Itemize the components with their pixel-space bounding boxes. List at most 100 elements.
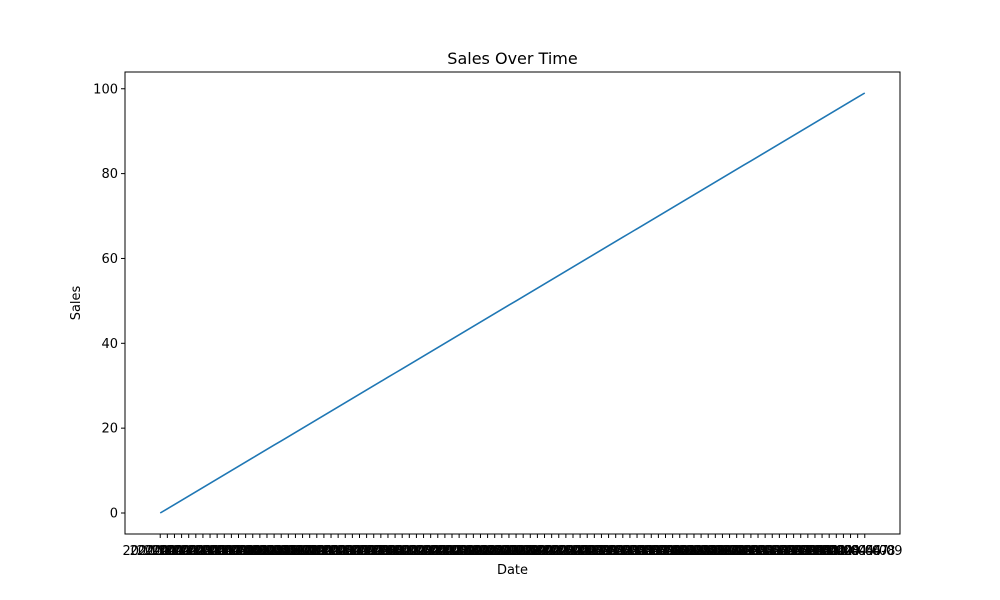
x-tick-label: 2020-01-13 [208,544,284,559]
x-tick-label: 2020-04-08 [820,544,896,559]
y-tick-label: 0 [110,507,118,522]
x-tick-label: 2020-03-04 [571,544,647,559]
x-tick-label: 2020-01-08 [172,544,248,559]
x-tick-label: 2020-02-17 [457,544,533,559]
x-tick-label: 2020-01-30 [329,544,405,559]
x-tick-label: 2020-01-14 [215,544,291,559]
sales-series-line [159,92,866,514]
x-tick-label: 2020-02-12 [421,544,497,559]
x-tick-label: 2020-01-04 [144,544,220,559]
x-tick-label: 2020-01-28 [315,544,391,559]
x-tick-label: 2020-03-18 [670,544,746,559]
x-tick-label: 2020-03-10 [613,544,689,559]
x-tick-label: 2020-03-21 [692,544,768,559]
x-tick-label: 2020-02-02 [350,544,426,559]
x-tick-label: 2020-03-12 [628,544,704,559]
x-tick-label: 2020-04-07 [813,544,889,559]
x-tick-label: 2020-01-10 [186,544,262,559]
x-tick-label: 2020-01-02 [130,544,206,559]
x-tick-label: 2020-03-06 [585,544,661,559]
x-tick-label: 2020-01-31 [336,544,412,559]
x-tick-label: 2020-03-01 [549,544,625,559]
x-tick-label: 2020-04-09 [827,544,903,559]
x-tick-label: 2020-02-09 [400,544,476,559]
x-tick-label: 2020-02-16 [450,544,526,559]
x-tick-label: 2020-03-23 [706,544,782,559]
y-tick-label: 100 [93,82,118,97]
x-tick-label: 2020-01-12 [201,544,277,559]
x-tick-label: 2020-03-09 [606,544,682,559]
x-tick-label: 2020-03-22 [699,544,775,559]
x-tick-label: 2020-01-19 [251,544,327,559]
x-tick-label: 2020-02-03 [357,544,433,559]
x-tick-label: 2020-02-22 [493,544,569,559]
x-tick-label: 2020-03-03 [564,544,640,559]
x-tick-label: 2020-01-22 [272,544,348,559]
x-tick-label: 2020-02-11 [414,544,490,559]
x-tick-label: 2020-03-15 [649,544,725,559]
x-tick-label: 2020-02-08 [393,544,469,559]
x-tick-label: 2020-01-20 [258,544,334,559]
x-tick-label: 2020-03-07 [592,544,668,559]
x-tick-label: 2020-02-24 [507,544,583,559]
x-tick-label: 2020-03-24 [713,544,789,559]
x-tick-label: 2020-02-15 [443,544,519,559]
x-tick-label: 2020-03-14 [642,544,718,559]
x-tick-label: 2020-01-24 [286,544,362,559]
x-tick-label: 2020-02-06 [379,544,455,559]
x-tick-label: 2020-02-07 [386,544,462,559]
x-tick-label: 2020-01-27 [307,544,383,559]
x-tick-label: 2020-01-26 [300,544,376,559]
x-tick-label: 2020-03-02 [557,544,633,559]
x-tick-label: 2020-01-29 [322,544,398,559]
x-tick-label: 2020-04-02 [777,544,853,559]
x-tick-label: 2020-02-23 [500,544,576,559]
x-tick-label: 2020-03-29 [749,544,825,559]
x-tick-label: 2020-03-25 [720,544,796,559]
y-tick-label: 20 [101,422,118,437]
y-tick-label: 80 [101,167,118,182]
x-tick-label: 2020-01-07 [165,544,241,559]
x-tick-label: 2020-02-26 [521,544,597,559]
x-tick-label: 2020-01-17 [236,544,312,559]
x-tick-label: 2020-02-01 [343,544,419,559]
x-tick-label: 2020-03-28 [742,544,818,559]
x-tick-label: 2020-02-13 [428,544,504,559]
x-tick-label: 2020-03-30 [756,544,832,559]
x-tick-label: 2020-03-31 [763,544,839,559]
x-tick-label: 2020-03-08 [599,544,675,559]
x-tick-label: 2020-03-17 [663,544,739,559]
x-tick-label: 2020-02-29 [542,544,618,559]
x-axis-label: Date [497,563,528,578]
x-tick-label: 2020-01-23 [279,544,355,559]
x-tick-label: 2020-03-16 [656,544,732,559]
x-tick-label: 2020-02-20 [478,544,554,559]
x-tick-label: 2020-01-16 [229,544,305,559]
x-tick-label: 2020-01-05 [151,544,227,559]
x-tick-label: 2020-01-15 [222,544,298,559]
x-tick-label: 2020-02-10 [407,544,483,559]
x-tick-label: 2020-03-13 [635,544,711,559]
x-tick-label: 2020-01-09 [179,544,255,559]
x-tick-label: 2020-02-14 [436,544,512,559]
x-tick-label: 2020-03-19 [678,544,754,559]
x-tick-label: 2020-04-05 [799,544,875,559]
x-tick-label: 2020-03-27 [734,544,810,559]
y-tick-label: 40 [101,337,118,352]
x-tick-label: 2020-03-11 [621,544,697,559]
x-tick-label: 2020-04-01 [770,544,846,559]
x-tick-label: 2020-02-25 [514,544,590,559]
x-tick-label: 2020-01-03 [137,544,213,559]
x-tick-label: 2020-02-27 [528,544,604,559]
x-tick-label: 2020-03-20 [685,544,761,559]
x-tick-label: 2020-01-01 [122,544,198,559]
y-axis-ticks: 0 20 40 60 80 100 [93,82,125,522]
x-tick-label: 2020-01-06 [158,544,234,559]
x-tick-label: 2020-01-25 [293,544,369,559]
y-tick-label: 60 [101,252,118,267]
x-tick-label: 2020-03-26 [727,544,803,559]
x-tick-label: 2020-04-06 [806,544,882,559]
y-axis-label: Sales [69,285,84,320]
x-tick-label: 2020-02-19 [471,544,547,559]
x-tick-label: 2020-01-18 [243,544,319,559]
